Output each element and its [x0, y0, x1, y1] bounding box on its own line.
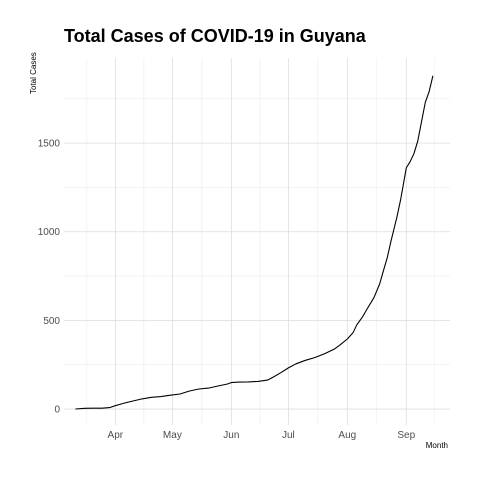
- grid-minor: [64, 58, 450, 425]
- x-tick-label: Aug: [338, 430, 356, 441]
- y-tick-label: 1000: [38, 227, 61, 238]
- y-tick-label: 1500: [38, 139, 61, 150]
- x-tick-label: Jul: [282, 430, 295, 441]
- y-tick-label: 0: [54, 405, 60, 416]
- y-axis-label: Total Cases: [29, 52, 38, 94]
- x-tick-labels: Apr May Jun Jul Aug Sep: [108, 430, 416, 441]
- x-tick-label: Sep: [397, 430, 415, 441]
- series-line: [75, 75, 434, 410]
- x-tick-label: Apr: [108, 430, 124, 441]
- x-tick-label: Jun: [223, 430, 239, 441]
- grid-major: [64, 58, 450, 425]
- x-axis-label: Month: [426, 441, 448, 450]
- chart-title: Total Cases of COVID-19 in Guyana: [64, 26, 366, 46]
- x-tick-label: May: [163, 430, 182, 441]
- y-tick-labels: 0 500 1000 1500: [38, 139, 61, 416]
- y-tick-label: 500: [43, 316, 60, 327]
